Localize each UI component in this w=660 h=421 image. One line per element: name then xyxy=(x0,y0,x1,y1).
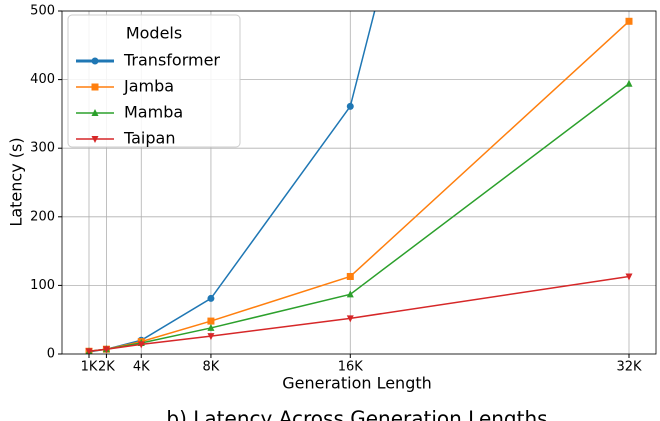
marker xyxy=(346,290,354,298)
series-line xyxy=(88,275,630,353)
x-tick-label: 4K xyxy=(133,360,150,375)
x-tick-label: 8K xyxy=(203,360,220,375)
plot-frame xyxy=(61,10,657,355)
marker xyxy=(91,136,99,143)
x-tick-label: 1K xyxy=(81,360,98,375)
y-tick-label: 100 xyxy=(30,278,55,293)
marker xyxy=(207,294,215,302)
marker xyxy=(91,83,99,91)
x-tick-label: 2K xyxy=(98,360,115,375)
marker xyxy=(625,17,633,25)
x-axis-label: Generation Length xyxy=(282,374,432,393)
x-tick-label: 16K xyxy=(338,360,364,375)
caption: b) Latency Across Generation Lengths xyxy=(166,407,547,421)
legend-label: Transformer xyxy=(123,51,220,70)
legend-title: Models xyxy=(126,24,182,43)
legend-box xyxy=(67,14,241,148)
y-axis-label: Latency (s) xyxy=(7,137,26,226)
legend-label: Mamba xyxy=(124,103,183,122)
marker xyxy=(625,79,633,87)
marker xyxy=(207,317,215,325)
marker xyxy=(85,348,93,354)
legend-label: Taipan xyxy=(123,129,175,148)
y-tick-label: 200 xyxy=(30,209,55,224)
legend-label: Jamba xyxy=(123,77,174,96)
marker xyxy=(102,346,110,354)
marker xyxy=(207,333,215,341)
marker xyxy=(137,341,145,349)
marker xyxy=(207,323,215,331)
marker xyxy=(346,272,354,280)
y-tick-label: 400 xyxy=(30,72,55,87)
x-tick-label: 32K xyxy=(616,360,642,375)
marker xyxy=(346,315,354,323)
marker xyxy=(91,57,99,65)
marker xyxy=(91,109,99,116)
marker xyxy=(625,273,633,281)
y-tick-label: 300 xyxy=(30,141,55,156)
marker xyxy=(346,102,354,110)
y-tick-label: 500 xyxy=(30,4,55,19)
y-tick-label: 0 xyxy=(47,347,55,362)
